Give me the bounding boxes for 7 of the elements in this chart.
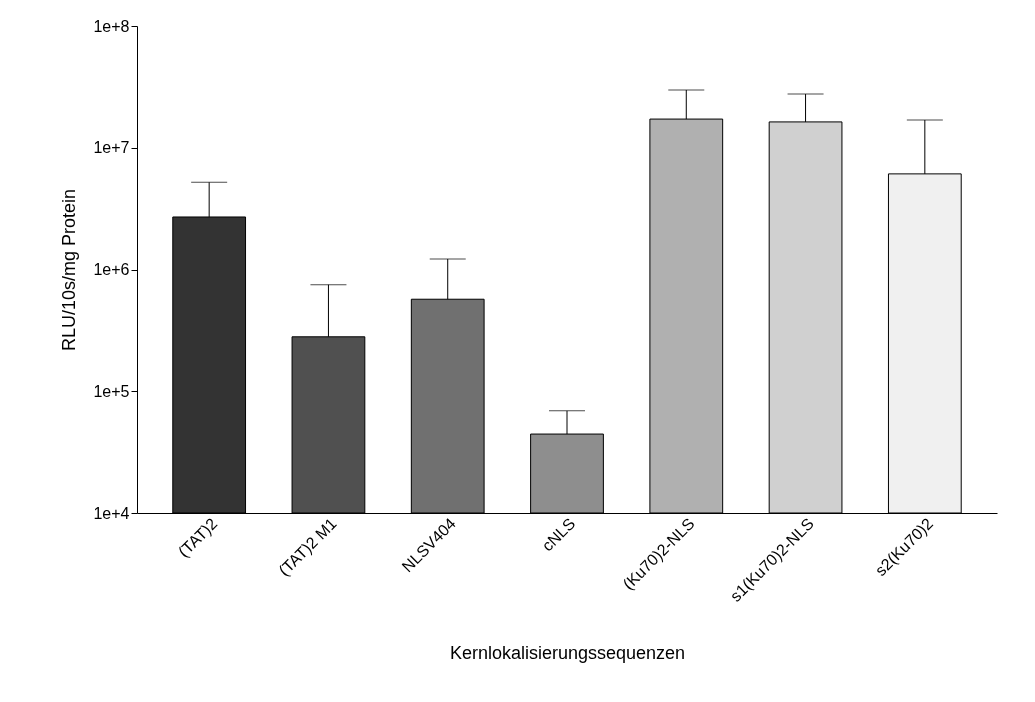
y-tick-label: 1e+4 xyxy=(93,504,130,522)
y-tick-label: 1e+6 xyxy=(93,261,130,278)
x-axis-title: Kernlokalisierungssequenzen xyxy=(449,642,686,663)
y-tick-label: 1e+5 xyxy=(93,382,130,400)
y-tick-label: 1e+7 xyxy=(93,139,130,157)
y-axis-title: RLU/10s/mg Protein xyxy=(59,188,80,352)
y-tick-label: 1e+8 xyxy=(93,17,130,35)
